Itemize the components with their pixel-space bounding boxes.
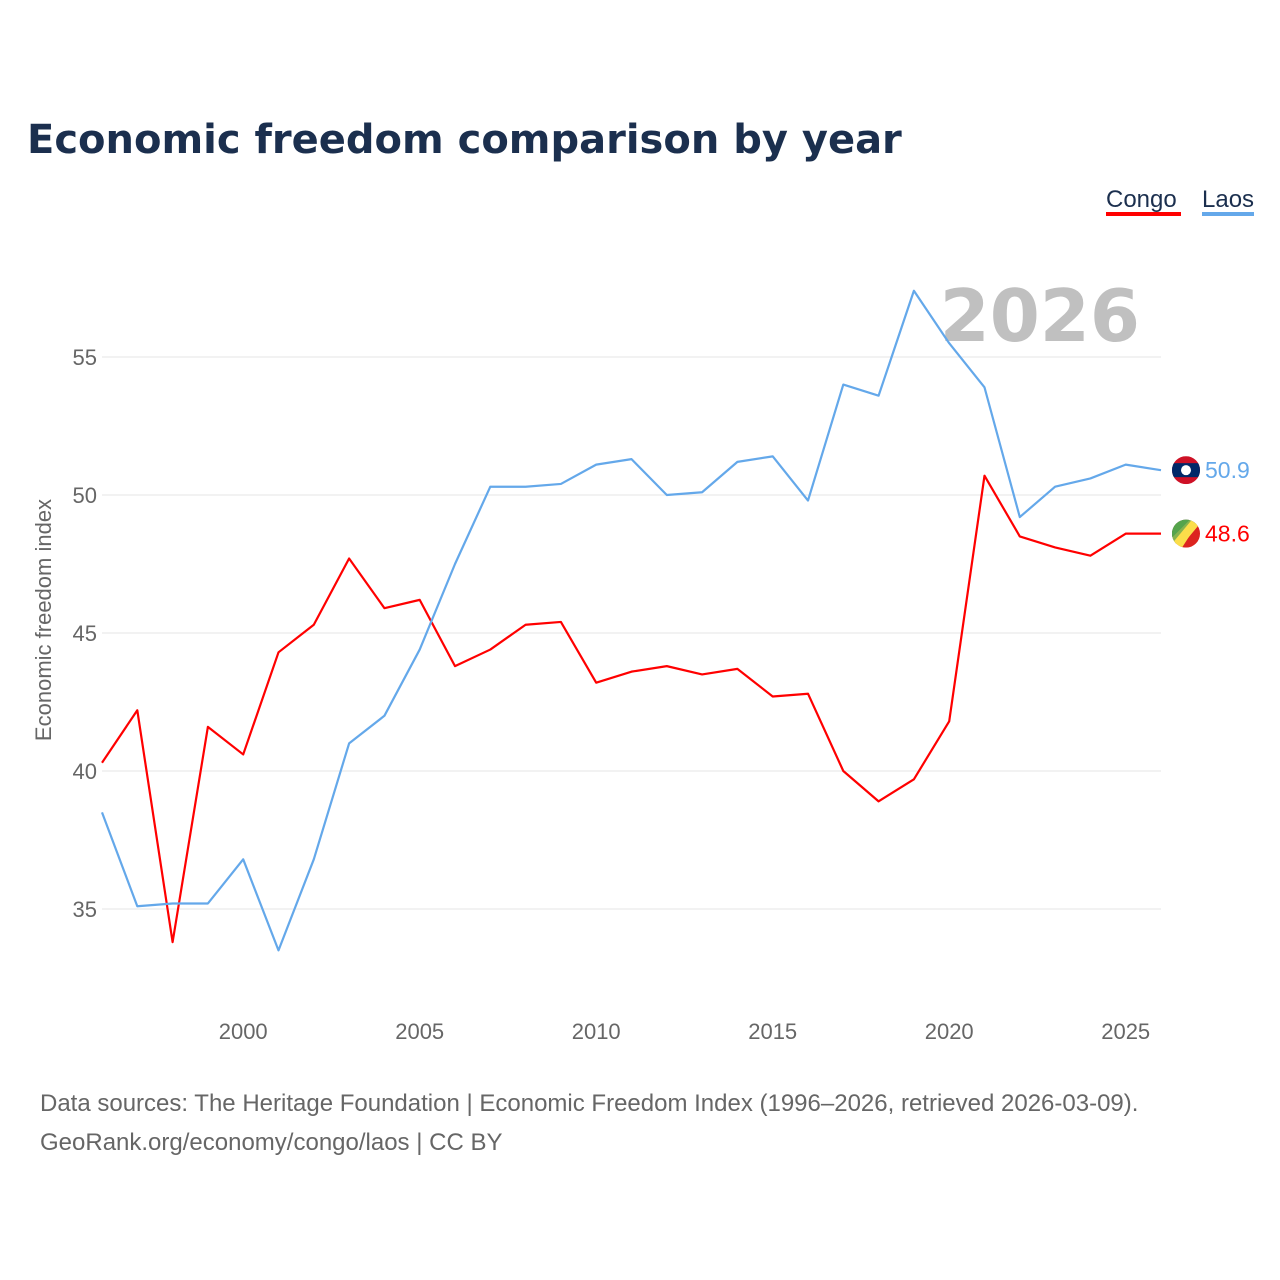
x-tick-label: 2025 (1101, 1019, 1150, 1044)
x-tick-label: 2010 (572, 1019, 621, 1044)
y-tick-label: 40 (73, 759, 97, 784)
x-tick-label: 2005 (395, 1019, 444, 1044)
y-tick-label: 50 (73, 483, 97, 508)
legend-item-congo[interactable]: Congo (1106, 186, 1181, 216)
y-axis-label: Economic freedom index (31, 499, 56, 741)
series-line-laos (100, 289, 1162, 952)
y-axis: 35 40 45 50 55 (73, 345, 97, 922)
chart-title: Economic freedom comparison by year (27, 117, 902, 163)
legend-swatch-congo (1106, 212, 1181, 216)
y-tick-label: 45 (73, 621, 97, 646)
y-tick-label: 55 (73, 345, 97, 370)
x-tick-label: 2020 (925, 1019, 974, 1044)
legend-item-laos[interactable]: Laos (1202, 186, 1254, 216)
end-label-laos: 50.9 (1205, 457, 1250, 483)
legend: Congo Laos (1106, 186, 1254, 216)
end-label-congo: 48.6 (1205, 521, 1250, 547)
y-tick-label: 35 (73, 897, 97, 922)
year-watermark: 2026 (940, 274, 1140, 358)
congo-flag-icon (1172, 519, 1200, 548)
series-line-congo (101, 474, 1161, 944)
legend-swatch-laos (1202, 212, 1254, 216)
x-tick-label: 2015 (748, 1019, 797, 1044)
legend-label-laos[interactable]: Laos (1202, 186, 1254, 213)
end-labels: 48.6 50.9 (1172, 456, 1250, 548)
grid (102, 356, 1161, 910)
source-line-1: Data sources: The Heritage Foundation | … (40, 1090, 1138, 1117)
source-line-2: GeoRank.org/economy/congo/laos | CC BY (40, 1129, 502, 1156)
laos-flag-icon (1172, 456, 1200, 485)
x-tick-label: 2000 (219, 1019, 268, 1044)
series-lines (100, 289, 1162, 952)
x-axis: 2000 2005 2010 2015 2020 2025 (219, 1019, 1150, 1044)
legend-label-congo[interactable]: Congo (1106, 186, 1177, 213)
